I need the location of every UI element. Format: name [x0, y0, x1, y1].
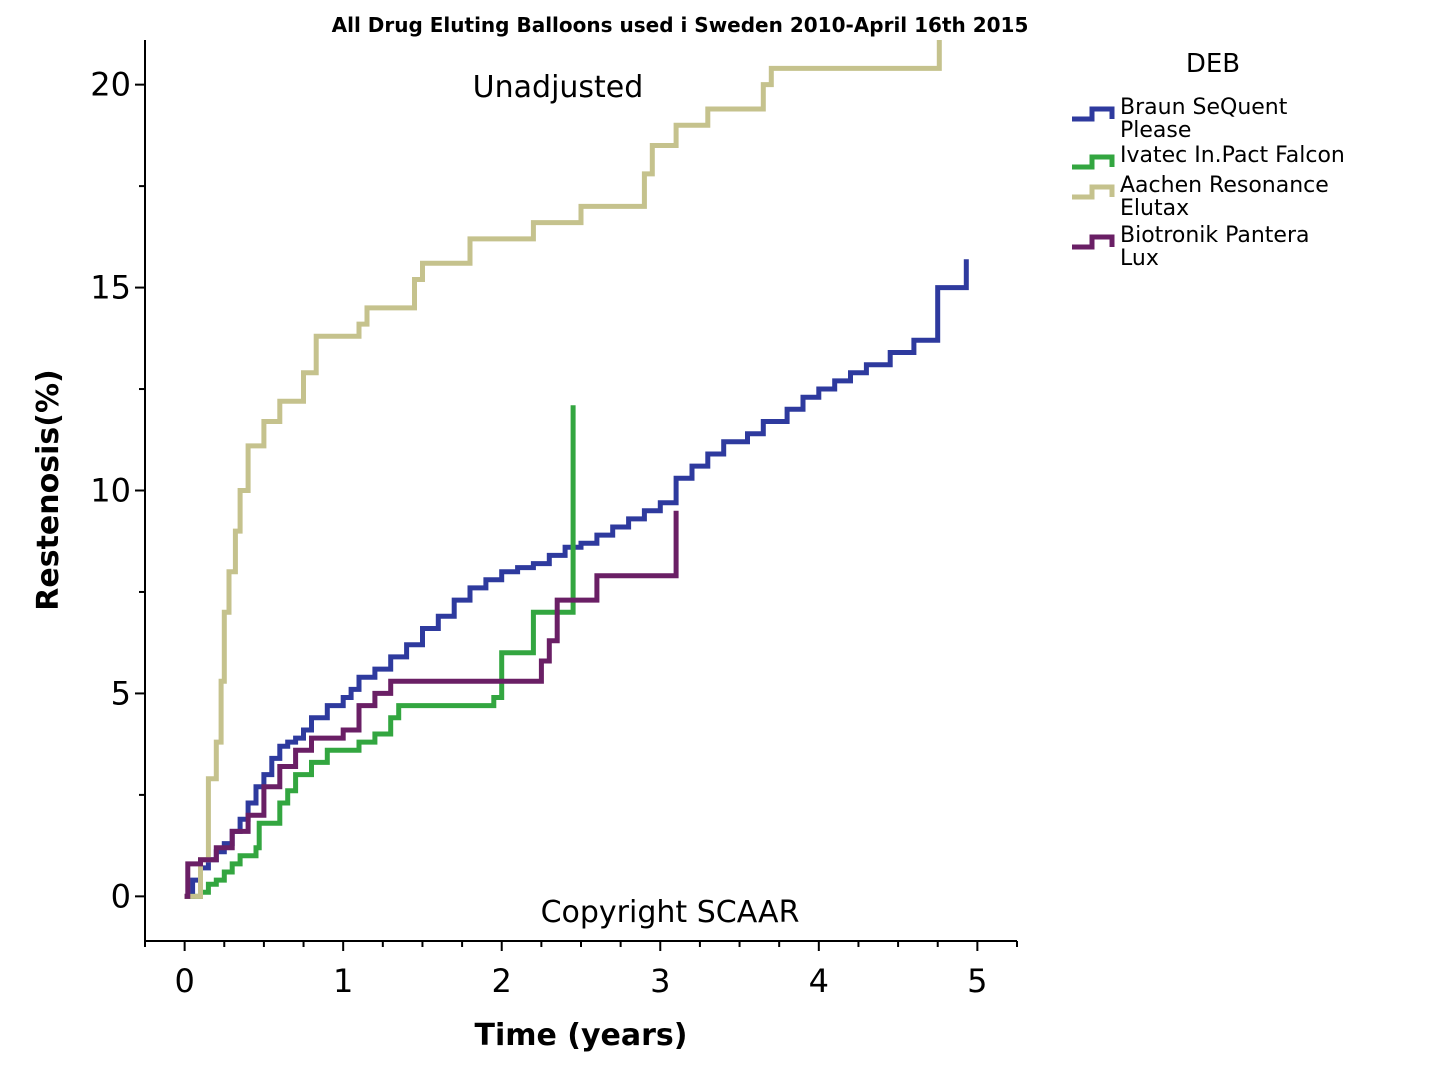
legend-label-biotronik-pantera-lux: Biotronik Pantera Lux [1120, 223, 1310, 271]
legend-label-aachen-resonance-elutax: Aachen Resonance Elutax [1120, 173, 1329, 221]
x-axis-label: Time (years) [474, 1018, 687, 1053]
legend-swatch-ivatec-in-pact-falcon [1072, 154, 1115, 170]
chart-title: All Drug Eluting Balloons used i Sweden … [332, 13, 1029, 37]
legend-label-braun-sequent-please: Braun SeQuent Please [1120, 95, 1288, 143]
x-tick-label: 4 [809, 962, 829, 1000]
x-tick-label: 3 [650, 962, 670, 1000]
legend-swatch-biotronik-pantera-lux [1072, 234, 1115, 250]
y-tick-label: 10 [90, 472, 131, 510]
series-line-ivatec-in-pact-falcon [184, 405, 576, 899]
annotation-unadjusted: Unadjusted [473, 70, 644, 105]
y-tick-label: 20 [90, 66, 131, 104]
y-tick-label: 0 [111, 877, 131, 915]
x-tick-label: 5 [967, 962, 987, 1000]
legend-label-ivatec-in-pact-falcon: Ivatec In.Pact Falcon [1120, 143, 1345, 168]
series-line-braun-sequent-please [184, 259, 969, 899]
x-tick-label: 1 [333, 962, 353, 1000]
series-line-aachen-resonance-elutax [184, 40, 942, 899]
x-tick-label: 2 [492, 962, 512, 1000]
y-axis-label: Restenosis(%) [31, 369, 66, 610]
x-tick-label: 0 [174, 962, 194, 1000]
y-tick-label: 15 [90, 269, 131, 307]
legend-title: DEB [1186, 49, 1240, 79]
series-line-biotronik-pantera-lux [184, 510, 679, 899]
y-tick-label: 5 [111, 674, 131, 712]
legend-swatch-braun-sequent-please [1072, 106, 1115, 122]
legend-swatch-aachen-resonance-elutax [1072, 184, 1115, 200]
annotation-copyright: Copyright SCAAR [541, 895, 800, 930]
